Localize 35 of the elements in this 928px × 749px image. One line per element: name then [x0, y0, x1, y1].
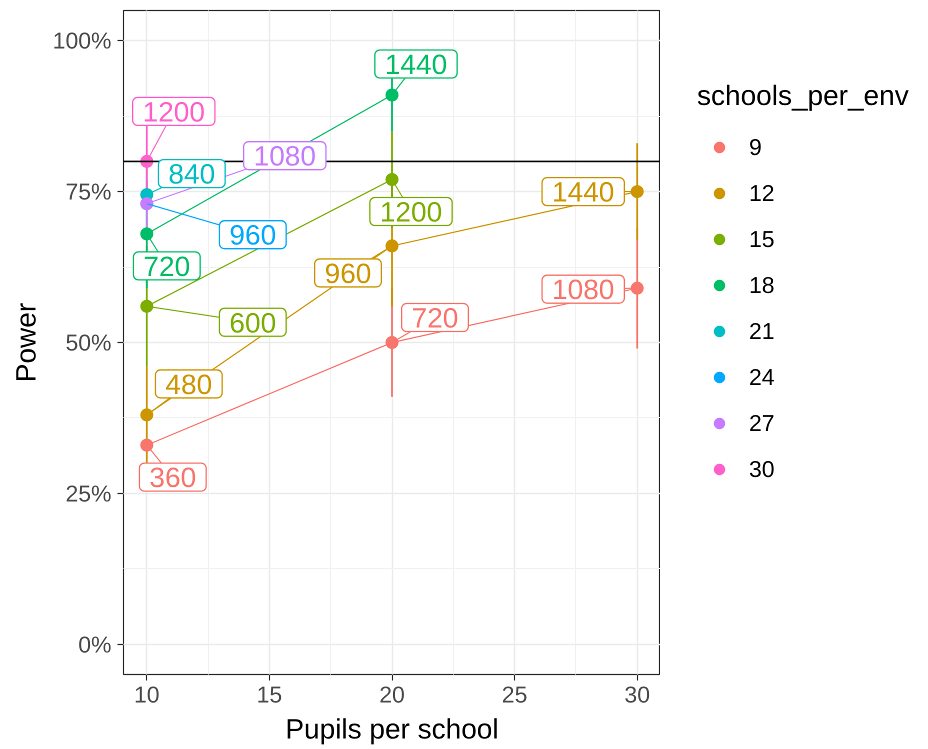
annotation: 840 [168, 158, 216, 190]
annotation: 1200 [142, 96, 205, 128]
y-tick-label: 25% [65, 480, 112, 506]
x-tick-label: 30 [624, 682, 650, 708]
annotation: 1080 [552, 274, 614, 306]
y-tick-label: 100% [52, 28, 112, 54]
y-tick-label: 0% [78, 631, 112, 658]
y-tick-label: 75% [65, 178, 112, 205]
x-tick-label: 10 [134, 682, 160, 708]
legend-label: 27 [749, 408, 775, 438]
legend-title: schools_per_env [697, 80, 909, 112]
y-tick-label: 50% [65, 330, 112, 356]
x-axis-title: Pupils per school [285, 714, 499, 744]
annotation: 360 [149, 462, 196, 494]
y-axis-title: Power [10, 302, 42, 382]
annotation: 720 [412, 302, 458, 334]
legend-label: 30 [749, 454, 775, 484]
legend-label: 12 [749, 178, 775, 208]
legend-label: 21 [749, 316, 775, 346]
annotation: 1200 [380, 196, 442, 228]
annotation: 960 [229, 220, 276, 251]
x-tick-label: 20 [379, 682, 405, 708]
legend-label: 24 [749, 362, 775, 392]
annotation: 960 [324, 258, 372, 289]
annotation: 600 [229, 307, 276, 338]
legend-label: 15 [749, 224, 775, 254]
annotation: 720 [143, 250, 190, 282]
annotation: 480 [165, 368, 212, 400]
annotation: 1440 [384, 49, 448, 80]
annotation: 1440 [552, 176, 614, 208]
x-tick-label: 15 [256, 682, 282, 708]
legend-label: 9 [749, 132, 763, 162]
x-tick-label: 25 [502, 682, 528, 708]
legend-label: 18 [749, 270, 775, 300]
annotation: 1080 [254, 140, 316, 172]
